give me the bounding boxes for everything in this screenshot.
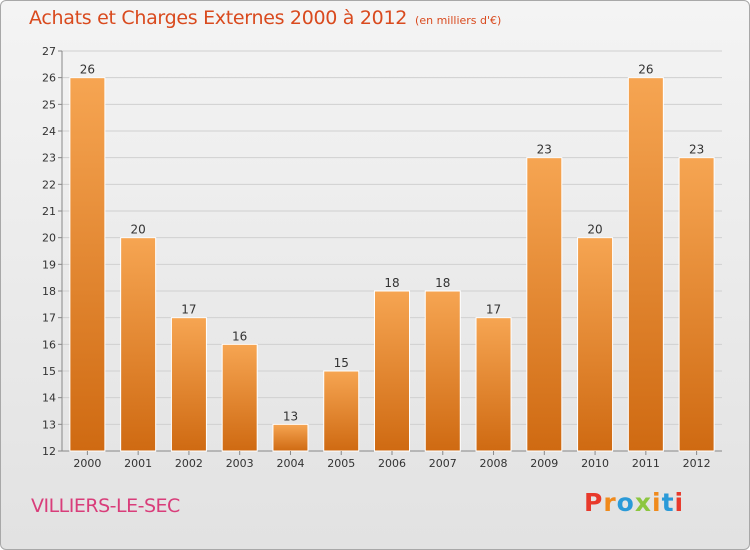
- logo-letter: x: [634, 488, 652, 517]
- x-tick-label: 2009: [530, 457, 558, 470]
- commune-name: VILLIERS-LE-SEC: [31, 495, 180, 517]
- y-tick-label: 21: [42, 205, 56, 218]
- x-tick-label: 2008: [480, 457, 508, 470]
- y-tick-label: 22: [42, 178, 56, 191]
- bar: [120, 237, 157, 452]
- logo-letter: i: [674, 488, 685, 517]
- y-tick-label: 14: [42, 392, 56, 405]
- y-tick-label: 24: [42, 125, 56, 138]
- y-tick-label: 26: [42, 72, 56, 85]
- logo-letter: r: [603, 488, 617, 517]
- x-tick-label: 2000: [73, 457, 101, 470]
- bar: [323, 370, 360, 452]
- y-tick-label: 17: [42, 312, 56, 325]
- logo-letter: o: [616, 488, 635, 517]
- bar: [475, 317, 512, 452]
- chart-title-row: Achats et Charges Externes 2000 à 2012 (e…: [29, 7, 501, 29]
- chart-title: Achats et Charges Externes 2000 à 2012: [29, 7, 408, 29]
- data-label: 18: [384, 276, 399, 290]
- bar: [170, 317, 207, 452]
- y-tick-label: 19: [42, 258, 56, 271]
- x-tick-label: 2004: [276, 457, 304, 470]
- data-label: 18: [435, 276, 450, 290]
- x-tick-label: 2006: [378, 457, 406, 470]
- x-tick-label: 2011: [632, 457, 660, 470]
- data-label: 16: [232, 329, 247, 343]
- x-tick-label: 2002: [175, 457, 203, 470]
- proxiti-logo: Proxiti: [584, 488, 684, 517]
- y-tick-label: 27: [42, 45, 56, 58]
- y-tick-label: 25: [42, 98, 56, 111]
- chart-subtitle: (en milliers d'€): [415, 14, 502, 27]
- data-label: 15: [334, 356, 349, 370]
- logo-letter: i: [652, 488, 662, 517]
- y-tick-label: 15: [42, 365, 56, 378]
- bar: [627, 77, 664, 452]
- x-tick-label: 2012: [683, 457, 711, 470]
- data-label: 26: [638, 63, 653, 77]
- logo-letter: P: [584, 488, 604, 517]
- x-tick-label: 2010: [581, 457, 609, 470]
- data-label: 13: [283, 409, 298, 423]
- y-tick-label: 16: [42, 338, 56, 351]
- logo-letter: t: [661, 488, 675, 517]
- y-tick-label: 23: [42, 152, 56, 165]
- bar: [272, 423, 309, 452]
- data-label: 17: [181, 303, 196, 317]
- y-tick-label: 13: [42, 418, 56, 431]
- y-tick-label: 18: [42, 285, 56, 298]
- y-tick-label: 20: [42, 232, 56, 245]
- bar: [678, 157, 715, 452]
- data-label: 17: [486, 303, 501, 317]
- x-tick-label: 2001: [124, 457, 152, 470]
- bar: [577, 237, 614, 452]
- bar: [424, 290, 461, 452]
- data-label: 20: [131, 223, 146, 237]
- x-tick-label: 2007: [429, 457, 457, 470]
- data-label: 26: [80, 63, 95, 77]
- bar: [221, 343, 258, 452]
- bar: [526, 157, 563, 452]
- bar: [374, 290, 410, 452]
- data-label: 20: [587, 223, 602, 237]
- x-tick-label: 2005: [327, 457, 355, 470]
- x-tick-label: 2003: [226, 457, 254, 470]
- data-label: 23: [537, 143, 552, 157]
- data-label: 23: [689, 143, 704, 157]
- y-tick-label: 12: [42, 445, 56, 458]
- bar: [69, 77, 106, 452]
